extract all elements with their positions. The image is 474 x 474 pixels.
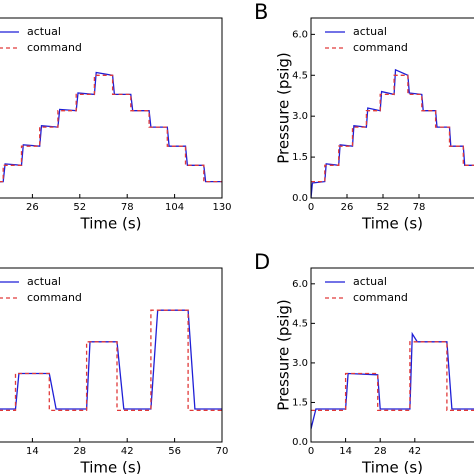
axes-box [310,267,474,443]
x-tick-label: 26 [26,202,39,213]
y-tick-label: 4.5 [292,70,308,81]
panel: 0 26 52 78 0.0 1.5 3.0 4.5 6.0 Time (s) Pressure (… [254,0,474,233]
y-axis-label: Pressure (psig) [275,299,293,411]
y-tick-label: 4.5 [292,318,308,329]
y-tick-label: 0.0 [292,193,308,204]
x-tick-label: 78 [413,202,426,213]
series-line [0,309,222,412]
panel: 14 28 42 56 70 Time (s) actual command [0,267,229,474]
x-tick-label: 0 [308,202,314,213]
panel-label: D [254,250,270,274]
x-axis-label: Time (s) [361,215,423,233]
y-tick-label: 1.5 [292,152,308,163]
y-tick-label: 3.0 [292,358,308,369]
y-tick-label: 0.0 [292,437,308,448]
x-axis-label: Time (s) [80,215,142,233]
legend-label: command [353,291,408,304]
legend-label: command [27,291,82,304]
x-tick-label: 52 [73,202,86,213]
legend-label: actual [27,25,61,38]
axes-box [310,17,474,199]
series-line [311,331,474,429]
axes-box [0,17,223,199]
x-tick-label: 42 [121,446,134,457]
legend-label: actual [353,25,387,38]
legend-label: command [27,41,82,54]
legend-label: command [353,41,408,54]
x-tick-label: 56 [168,446,181,457]
series-line [0,74,222,183]
series-line [311,341,474,412]
legend-label: actual [27,275,61,288]
y-tick-label: 6.0 [292,29,308,40]
x-tick-label: 104 [165,202,184,213]
y-tick-label: 3.0 [292,111,308,122]
x-tick-label: 70 [216,446,229,457]
x-tick-label: 0 [308,446,314,457]
x-tick-label: 28 [374,446,387,457]
y-tick-label: 6.0 [292,279,308,290]
x-tick-label: 26 [341,202,354,213]
legend-label: actual [353,275,387,288]
y-tick-label: 1.5 [292,397,308,408]
x-axis-label: Time (s) [80,459,142,474]
panel: 26 52 78 104 130 Time (s) actual command [0,17,232,233]
x-tick-label: 42 [408,446,421,457]
x-tick-label: 52 [377,202,390,213]
x-tick-label: 28 [73,446,86,457]
panel-label: B [254,0,268,24]
x-tick-label: 14 [26,446,39,457]
x-tick-label: 14 [339,446,352,457]
y-axis-label: Pressure (psig) [275,52,293,164]
x-tick-label: 130 [212,202,231,213]
series-line [311,74,474,183]
axes-box [0,267,223,443]
x-tick-label: 78 [121,202,134,213]
series-line [0,71,222,183]
x-axis-label: Time (s) [361,459,423,474]
panel: 0 14 28 42 0.0 1.5 3.0 4.5 6.0 Time (s) Pressure (… [254,250,474,474]
